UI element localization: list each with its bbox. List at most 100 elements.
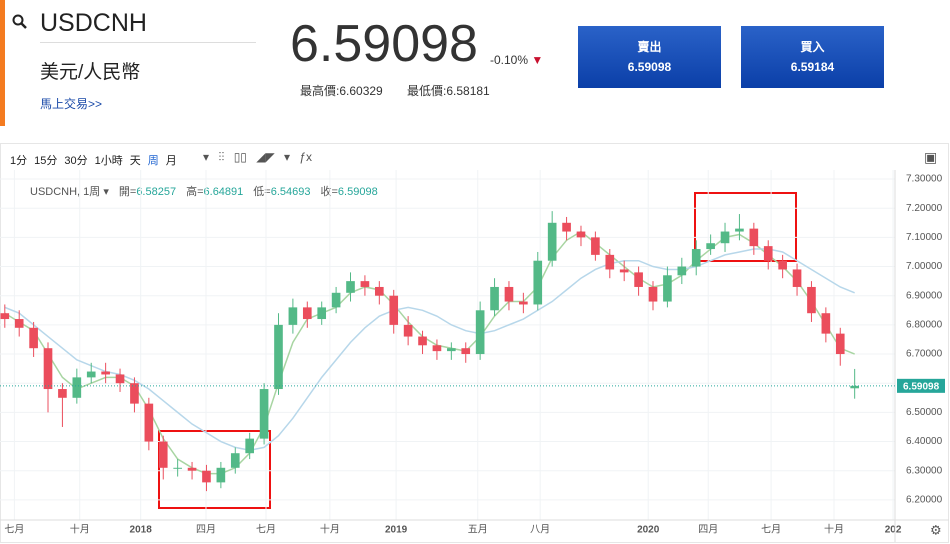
search-icon[interactable] — [12, 14, 28, 30]
candle-body — [72, 377, 82, 398]
divider — [40, 42, 256, 43]
candle-body — [346, 281, 355, 293]
interval-button[interactable]: 天 — [129, 155, 141, 167]
legend-label: 收= — [320, 186, 338, 198]
candle-body — [216, 467, 226, 483]
legend-label: 開= — [118, 186, 137, 198]
interval-button[interactable]: 月 — [165, 155, 177, 167]
x-tick-label: 四月 — [196, 524, 216, 536]
candle-body — [634, 272, 643, 287]
x-tick-label: 2018 — [130, 525, 153, 536]
interval-button[interactable]: 30分 — [64, 155, 88, 167]
x-tick-label: 七月 — [761, 524, 781, 536]
candle-body — [302, 307, 312, 320]
candle-body — [821, 313, 831, 334]
candle-body — [389, 295, 399, 325]
candle-body — [461, 348, 471, 355]
candle-body — [317, 307, 327, 320]
legend-symbol: USDCNH, 1周 — [30, 186, 101, 198]
candle-body — [447, 348, 456, 352]
candle-body — [735, 228, 744, 232]
candle-body — [274, 324, 283, 390]
candle-body — [677, 266, 687, 276]
sell-button[interactable]: 賣出 6.59098 — [578, 26, 721, 88]
legend-item: 開=6.58257 — [119, 186, 176, 198]
x-tick-label: 十月 — [320, 523, 340, 536]
candle-body — [86, 371, 96, 378]
candle-body — [475, 310, 485, 355]
candle-body — [591, 237, 600, 255]
chart-legend: USDCNH, 1周 ▾ 開=6.58257 高=6.64891 低=6.54693 收… — [30, 186, 378, 198]
candle-body — [130, 383, 139, 404]
candle-body — [807, 286, 816, 314]
sell-label: 賣出 — [637, 40, 662, 54]
x-tick-label: 2019 — [385, 525, 408, 536]
symbol: USDCNH — [40, 9, 147, 37]
candle-body — [374, 286, 384, 296]
candle-body — [14, 319, 24, 328]
candle-body — [230, 453, 240, 468]
candle-body — [173, 467, 182, 469]
candle-body — [101, 371, 110, 375]
y-tick-label: 7.20000 — [906, 203, 943, 214]
legend-label: 高= — [186, 186, 204, 198]
day-low: 最低價:6.58181 — [407, 84, 490, 98]
candle-body — [490, 286, 499, 311]
candle-body — [749, 228, 759, 247]
candle-body — [648, 286, 658, 302]
camera-icon[interactable]: ▣ — [924, 149, 938, 165]
chart: ⚙ 7.30000 7.20000 7.10000 7.00000 6.90000 6.8… — [0, 170, 949, 542]
candle-body — [691, 249, 701, 267]
x-tick-label: 八月 — [530, 524, 550, 536]
y-tick-label: 6.90000 — [906, 290, 943, 301]
candle-body — [115, 374, 125, 384]
candle-body — [519, 301, 528, 305]
candle-body — [29, 327, 38, 349]
x-tick-label: 七月 — [4, 524, 24, 536]
x-tick-label: 202 — [885, 525, 902, 536]
sell-price: 6.59098 — [627, 60, 672, 74]
y-tick-label: 6.40000 — [906, 436, 943, 447]
interval-button[interactable]: 15分 — [34, 155, 58, 167]
y-tick-label: 7.30000 — [906, 174, 943, 185]
candle-body — [288, 307, 298, 325]
interval-button[interactable]: 周 — [147, 155, 159, 167]
interval-button[interactable]: 1分 — [10, 155, 28, 167]
candle-body — [259, 389, 269, 439]
candle-body — [792, 269, 802, 287]
x-tick-label: 七月 — [256, 524, 276, 536]
accent-bar — [0, 0, 5, 126]
legend-item: 高=6.64891 — [186, 186, 243, 198]
interval-button[interactable]: 1小時 — [94, 155, 123, 167]
candle-body — [706, 243, 715, 250]
x-tick-label: 四月 — [698, 524, 718, 536]
candle-body — [403, 324, 413, 337]
y-tick-label: 7.10000 — [906, 232, 943, 243]
grid — [0, 170, 895, 520]
change: -0.10% ▼ — [490, 53, 543, 67]
candle-body — [331, 292, 341, 308]
candle-body — [43, 348, 53, 390]
candle-body — [187, 467, 197, 471]
candle-body — [720, 231, 730, 244]
buy-button[interactable]: 買入 6.59184 — [741, 26, 884, 88]
x-tick-label: 十月 — [824, 523, 844, 536]
y-tick-label: 6.80000 — [906, 320, 943, 331]
down-arrow: ▼ — [531, 53, 544, 67]
y-tick-label: 6.70000 — [906, 349, 943, 360]
y-tick-label: 7.00000 — [906, 261, 943, 272]
price: 6.59098 — [290, 15, 478, 73]
settings-icon[interactable]: ⚙ — [930, 522, 942, 537]
current-price-box — [897, 378, 945, 393]
candle-body — [360, 281, 370, 287]
highlight-box — [158, 430, 271, 509]
candle-body — [418, 336, 427, 346]
legend-value: 6.54693 — [270, 186, 311, 198]
candle-body — [763, 246, 773, 261]
trade-link[interactable]: 馬上交易>> — [40, 97, 103, 111]
candle-body — [619, 269, 629, 273]
x-tick-label: 十月 — [70, 523, 90, 536]
y-tick-label: 6.50000 — [906, 407, 943, 418]
highlight-box — [694, 192, 797, 262]
